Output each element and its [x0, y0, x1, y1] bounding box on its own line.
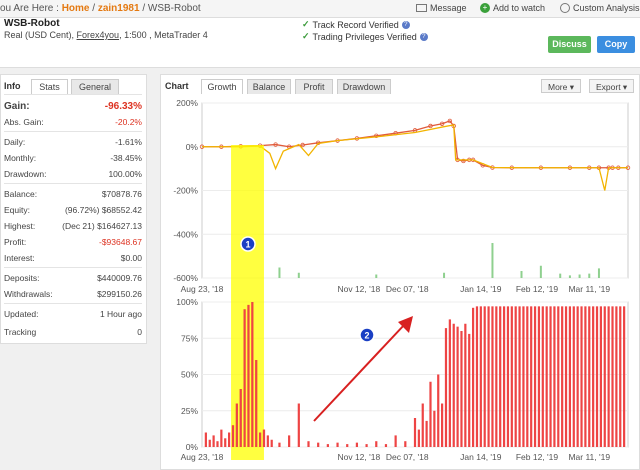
- system-header: [0, 18, 640, 68]
- track-record-verified: ✓ Track Record Verified ?: [302, 19, 410, 30]
- gear-icon: [560, 3, 570, 13]
- tracking-row: Tracking 0: [4, 327, 142, 337]
- info-title: Info: [4, 81, 21, 91]
- chart-panel: Chart Growth Balance Profit Drawdown Mor…: [160, 74, 640, 470]
- broker-link[interactable]: Forex4you: [76, 30, 120, 40]
- add-to-watch-label: Add to watch: [493, 3, 546, 13]
- abs-gain-label: Abs. Gain:: [4, 117, 44, 127]
- verif1-label: Track Record Verified: [312, 19, 399, 30]
- custom-analysis-link[interactable]: Custom Analysis: [560, 3, 640, 13]
- account-type: Real (USD Cent),: [4, 30, 77, 40]
- tab-balance[interactable]: Balance: [247, 79, 291, 94]
- account-details: Real (USD Cent), Forex4you, 1:500 , Meta…: [4, 30, 208, 40]
- profit-row: Profit: -$93648.67: [4, 237, 142, 247]
- tab-profit[interactable]: Profit: [295, 79, 333, 94]
- help-icon[interactable]: ?: [401, 20, 410, 29]
- withdrawals-row: Withdrawals: $299150.26: [4, 289, 142, 299]
- abs-gain-value: -20.2%: [115, 117, 142, 127]
- daily-value: -1.61%: [115, 137, 142, 147]
- profit-label: Profit:: [4, 237, 27, 247]
- updated-label: Updated:: [4, 309, 39, 319]
- add-to-watch-link[interactable]: + Add to watch: [480, 3, 545, 13]
- abs-gain-row: Abs. Gain: -20.2%: [4, 117, 142, 127]
- breadcrumb-separator: /: [139, 3, 148, 14]
- profit-value: -$93648.67: [98, 237, 142, 247]
- updated-value: 1 Hour ago: [99, 309, 142, 319]
- equity-label: Equity:: [4, 205, 30, 215]
- discuss-button[interactable]: Discuss: [548, 36, 591, 53]
- gain-value: -96.33%: [104, 101, 142, 112]
- balance-value: $70878.76: [101, 189, 142, 199]
- help-icon[interactable]: ?: [419, 32, 428, 41]
- equity-value: (96.72%) $68552.42: [64, 205, 142, 215]
- copy-button[interactable]: Copy: [597, 36, 635, 53]
- tab-drawdown[interactable]: Drawdown: [337, 79, 391, 94]
- gain-label: Gain:: [4, 101, 30, 112]
- plus-icon: +: [480, 3, 490, 13]
- drawdown-label: Drawdown:: [4, 169, 47, 179]
- interest-row: Interest: $0.00: [4, 253, 142, 263]
- balance-label: Balance:: [4, 189, 38, 199]
- daily-row: Daily: -1.61%: [4, 137, 142, 147]
- top-bar: ou Are Here : Home / zain1981 / WSB-Robo…: [0, 0, 640, 18]
- withdrawals-label: Withdrawals:: [4, 289, 53, 299]
- monthly-row: Monthly: -38.45%: [4, 153, 142, 163]
- breadcrumb-separator: /: [89, 3, 98, 14]
- gain-row: Gain: -96.33%: [4, 101, 142, 112]
- verif2-label: Trading Privileges Verified: [312, 31, 417, 42]
- highest-row: Highest: (Dec 21) $164627.13: [4, 221, 142, 231]
- check-icon: ✓: [302, 31, 310, 41]
- system-name: WSB-Robot: [4, 18, 60, 29]
- tab-stats[interactable]: Stats: [31, 79, 68, 94]
- custom-analysis-label: Custom Analysis: [573, 3, 640, 13]
- highest-value: (Dec 21) $164627.13: [62, 221, 142, 231]
- drawdown-row: Drawdown: 100.00%: [4, 169, 142, 179]
- withdrawals-value: $299150.26: [97, 289, 142, 299]
- message-link[interactable]: Message: [416, 3, 467, 13]
- updated-row: Updated: 1 Hour ago: [4, 309, 142, 319]
- tab-growth[interactable]: Growth: [201, 79, 243, 94]
- monthly-label: Monthly:: [4, 153, 37, 163]
- balance-row: Balance: $70878.76: [4, 189, 142, 199]
- chart-title: Chart: [165, 81, 189, 91]
- breadcrumb-prefix: ou Are Here :: [0, 3, 62, 14]
- message-label: Message: [430, 3, 467, 13]
- deposits-label: Deposits:: [4, 273, 40, 283]
- export-dropdown[interactable]: Export ▾: [589, 79, 635, 93]
- highest-label: Highest:: [4, 221, 36, 231]
- tracking-label: Tracking: [4, 327, 37, 337]
- envelope-icon: [416, 4, 427, 12]
- breadcrumb-current: WSB-Robot: [147, 3, 201, 14]
- daily-label: Daily:: [4, 137, 26, 147]
- tracking-value: 0: [137, 327, 142, 337]
- info-panel: Info Stats General Gain: -96.33% Abs. Ga…: [0, 74, 147, 344]
- equity-row: Equity: (96.72%) $68552.42: [4, 205, 142, 215]
- check-icon: ✓: [302, 19, 310, 29]
- breadcrumb-user-link[interactable]: zain1981: [97, 3, 140, 14]
- account-leverage-platform: , 1:500 , MetaTrader 4: [119, 30, 208, 40]
- breadcrumb: ou Are Here : Home / zain1981 / WSB-Robo…: [0, 3, 201, 14]
- trading-privileges-verified: ✓ Trading Privileges Verified ?: [302, 31, 428, 42]
- breadcrumb-home-link[interactable]: Home: [61, 3, 90, 14]
- drawdown-value: 100.00%: [108, 169, 142, 179]
- deposits-value: $440009.76: [97, 273, 142, 283]
- more-dropdown[interactable]: More ▾: [541, 79, 581, 93]
- tab-general[interactable]: General: [71, 79, 119, 94]
- interest-value: $0.00: [120, 253, 142, 263]
- interest-label: Interest:: [4, 253, 35, 263]
- monthly-value: -38.45%: [110, 153, 142, 163]
- deposits-row: Deposits: $440009.76: [4, 273, 142, 283]
